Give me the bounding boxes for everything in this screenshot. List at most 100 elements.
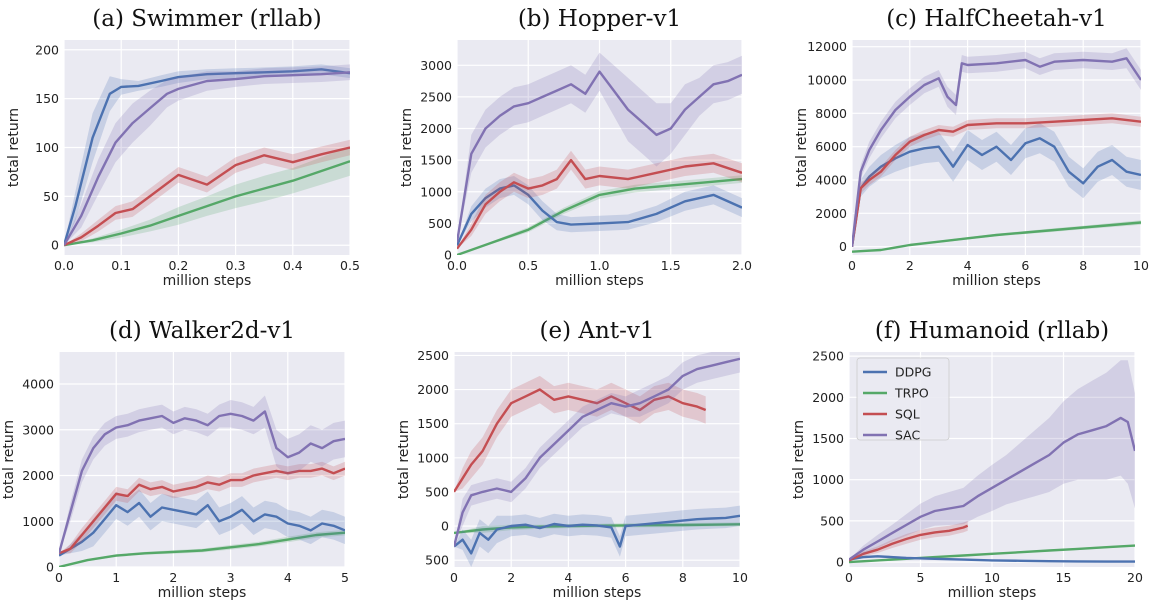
plot-area (59, 352, 345, 567)
x-tick-label: 2 (507, 570, 515, 585)
x-axis-label: million steps (952, 273, 1041, 289)
line-trpo (59, 531, 345, 567)
panel-title: (d) Walker2d-v1 (109, 318, 295, 344)
line-sql (454, 388, 707, 493)
y-axis-label: total return (791, 420, 807, 499)
panel-title: (f) Humanoid (rllab) (875, 318, 1109, 344)
y-tick-label: 2000 (22, 468, 54, 483)
x-tick-label: 0.3 (226, 258, 246, 273)
band-sac (457, 52, 742, 243)
line-sql (852, 117, 1141, 247)
y-tick-label: 1500 (812, 431, 844, 446)
x-tick-label: 4 (284, 570, 292, 585)
line-ddpg (454, 514, 740, 555)
x-tick-label: 0 (845, 570, 853, 585)
x-tick-label: 1.5 (661, 258, 681, 273)
y-tick-label: 0 (441, 519, 449, 534)
x-tick-label: 20 (1127, 570, 1143, 585)
x-tick-label: 1 (112, 570, 120, 585)
y-tick-label: 200 (35, 42, 59, 57)
x-tick-label: 10 (732, 570, 748, 585)
legend-label-sac: SAC (895, 428, 920, 443)
band-ddpg (457, 176, 742, 246)
y-tick-label: 1000 (420, 184, 452, 199)
band-sql (457, 150, 742, 249)
y-tick-label: 1500 (417, 416, 449, 431)
line-sac (454, 357, 740, 547)
x-tick-label: 0 (55, 570, 63, 585)
band-sac (64, 64, 350, 246)
line-sac (64, 71, 350, 246)
plot-area (454, 352, 740, 567)
panel-title: (c) HalfCheetah-v1 (886, 6, 1107, 32)
y-tick-label: 50 (43, 189, 59, 204)
line-sac (457, 70, 742, 243)
x-tick-label: 5 (341, 570, 349, 585)
y-tick-label: 6000 (815, 139, 847, 154)
x-tick-label: 0 (848, 258, 856, 273)
band-sql (454, 375, 706, 492)
band-ddpg (852, 123, 1141, 247)
x-tick-label: 0.1 (111, 258, 131, 273)
y-tick-label: 3000 (22, 422, 54, 437)
line-trpo (64, 160, 350, 247)
series-group (64, 64, 350, 247)
x-axis-label: million steps (553, 585, 642, 601)
x-axis-label: million steps (555, 273, 644, 289)
band-trpo (59, 529, 345, 567)
y-tick-label: 500 (428, 216, 452, 231)
line-ddpg (64, 68, 350, 246)
x-tick-label: 4 (964, 258, 972, 273)
legend-label-ddpg: DDPG (895, 365, 931, 380)
x-tick-label: 3 (227, 570, 235, 585)
x-axis-label: million steps (158, 585, 247, 601)
line-trpo (852, 221, 1141, 253)
y-tick-label: 1000 (22, 514, 54, 529)
y-axis-label: total return (6, 108, 22, 187)
y-tick-label: 2500 (812, 349, 844, 364)
y-tick-label: 12000 (807, 39, 847, 54)
x-tick-label: 0.5 (340, 258, 360, 273)
panel-title: (e) Ant-v1 (540, 318, 655, 344)
series-group (852, 48, 1141, 253)
series-group (59, 395, 345, 567)
band-sac (849, 360, 1135, 560)
legend: DDPG TRPO SQL SAC (856, 357, 950, 443)
line-sac (59, 410, 345, 554)
y-tick-label: 500 (425, 484, 449, 499)
y-axis-label: total return (399, 108, 415, 187)
x-tick-label: 8 (679, 570, 687, 585)
y-axis-label: total return (396, 420, 412, 499)
line-sql (59, 467, 345, 555)
panel-halfcheetah: 0 2 4 6 8 10 0 2000 4000 6000 8000 10000 12000 millio… (794, 6, 1149, 289)
panel-title: (a) Swimmer (rllab) (92, 6, 321, 32)
x-tick-label: 10 (984, 570, 1000, 585)
y-tick-label: 2000 (420, 121, 452, 136)
y-tick-label: 2000 (815, 206, 847, 221)
line-ddpg (59, 501, 345, 557)
y-tick-label: 500 (820, 513, 844, 528)
legend-label-trpo: TRPO (894, 386, 929, 401)
x-tick-label: 6 (1021, 258, 1029, 273)
x-tick-label: 2 (169, 570, 177, 585)
panel-title: (b) Hopper-v1 (518, 6, 681, 32)
y-tick-label: 2500 (420, 89, 452, 104)
line-sql (64, 146, 350, 247)
panel-humanoid: 0 5 10 15 20 0 500 1000 1500 2000 2500 million step… (791, 318, 1143, 601)
y-axis-label: total return (1, 420, 17, 499)
x-axis-label: million steps (163, 273, 252, 289)
x-tick-label: 1.0 (590, 258, 610, 273)
y-tick-label: 3000 (420, 58, 452, 73)
x-tick-label: 5 (917, 570, 925, 585)
panel-swimmer: 0.0 0.1 0.2 0.3 0.4 0.5 0 50 100 150 200 million st… (6, 6, 360, 289)
y-tick-label: 10000 (807, 73, 847, 88)
y-tick-label: 1500 (420, 153, 452, 168)
line-trpo (849, 544, 1135, 564)
line-trpo (457, 177, 742, 255)
y-tick-label: 2500 (417, 348, 449, 363)
series-group (457, 52, 742, 255)
y-tick-label: 100 (35, 140, 59, 155)
panel-walker2d: 0 1 2 3 4 5 0 1000 2000 3000 4000 million steps tota… (1, 318, 349, 601)
x-tick-label: 0.4 (283, 258, 303, 273)
